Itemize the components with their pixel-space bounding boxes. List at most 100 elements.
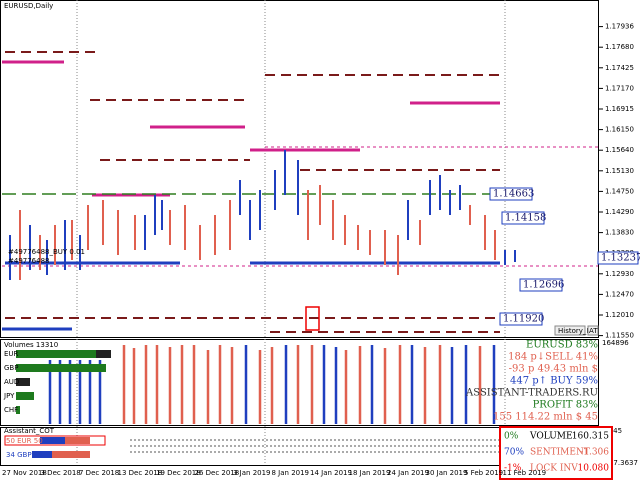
- price-label: 1.15130: [605, 167, 634, 175]
- price-box-label: 1.12696: [523, 280, 564, 291]
- price-box: [597, 251, 639, 265]
- axis-label: 164896: [602, 339, 629, 347]
- date-label: 7 Dec 2018: [79, 469, 119, 477]
- button-label[interactable]: History_L: [558, 327, 590, 335]
- date-label: 30 Jan 2019: [426, 469, 468, 477]
- info-panel: EURUSD 83%184 p↓SELL 41%-93 p 49.43 mln …: [465, 340, 598, 423]
- price-label: 1.16150: [605, 126, 634, 134]
- price-label: 1.12010: [605, 311, 634, 319]
- info-line: PROFIT 83%: [533, 400, 598, 411]
- cot-lines: [130, 439, 500, 453]
- date-label: 13 Dec 2018: [118, 469, 163, 477]
- currency: CHF: [4, 406, 18, 414]
- summary-cell: LOCK INV: [530, 464, 578, 474]
- currency: AUD: [4, 378, 19, 386]
- panel-title: Assistant_COT: [4, 427, 55, 435]
- separators: [76, 0, 506, 465]
- highlight: [305, 306, 320, 331]
- cot-bar: [52, 451, 90, 458]
- currency-list: EUR GBP AUD JPY CHF: [3, 350, 19, 414]
- summary-cell: -1%: [504, 464, 522, 474]
- summary-cell: VOLUME: [529, 432, 573, 442]
- button-label[interactable]: AT: [589, 327, 598, 335]
- cot-bar: [40, 437, 65, 444]
- date-label: 3 Dec 2018: [41, 469, 81, 477]
- panel-title: Volumes 13310: [4, 341, 58, 349]
- price-label: 1.11550: [605, 332, 634, 340]
- button[interactable]: [554, 325, 586, 336]
- summary-cell: SENTIMENT: [530, 448, 590, 458]
- date-label: 3 Jan 2019: [233, 469, 271, 477]
- date-label: 19 Dec 2018: [156, 469, 201, 477]
- date-label: 24 Jan 2019: [387, 469, 429, 477]
- date-label: 8 Jan 2019: [272, 469, 310, 477]
- price-box-label: 1.14663: [493, 189, 534, 200]
- button[interactable]: [587, 325, 599, 336]
- price-label: 1.12470: [605, 290, 634, 298]
- summary-cell: -1.306: [580, 448, 609, 458]
- price-box-label: 1.13237: [601, 253, 640, 264]
- price-box-label: 1.14158: [505, 213, 546, 224]
- price-label: 1.12930: [605, 270, 634, 278]
- strength-bar: [16, 392, 34, 400]
- cot-bar: [32, 451, 52, 458]
- strength-bar: [16, 364, 106, 372]
- price-label: 1.17680: [605, 43, 634, 51]
- info-line: 184 p↓SELL 41%: [508, 352, 598, 363]
- main-frame: [0, 0, 599, 338]
- info-line: ASSISTANT-TRADERS.RU: [465, 388, 598, 399]
- price-box-label: 1.11920: [503, 314, 544, 325]
- price-box: [519, 278, 563, 292]
- date-label: 26 Dec 2018: [195, 469, 240, 477]
- date-label: 27 Nov 2018: [2, 469, 47, 477]
- date-label: 5 Feb 2019: [464, 469, 503, 477]
- price-label: 1.17170: [605, 84, 634, 92]
- info-line: EURUSD 83%: [526, 340, 598, 351]
- price-label: 1.17425: [605, 64, 634, 72]
- currency: EUR: [4, 350, 19, 358]
- summary-cell: 10.080: [578, 464, 610, 474]
- bearish-candles: [19, 185, 496, 280]
- strength-bar: [16, 406, 20, 414]
- price-boxes: 1.14663 1.14158 1.13237 1.12696 1.11920: [489, 187, 640, 326]
- price-label: 1.16915: [605, 105, 634, 113]
- cot-row: 50 EUR 50: [6, 437, 43, 445]
- price-label: 1.15640: [605, 146, 634, 154]
- levels: [2, 60, 500, 331]
- chart-title: EURUSD,Daily: [4, 2, 53, 10]
- cot-row: 34 GBP 66: [6, 451, 43, 459]
- summary-cell: 0%: [504, 432, 519, 442]
- currency: JPY: [3, 392, 15, 400]
- volume-frame: [0, 339, 599, 426]
- info-line: 447 p↑ BUY 59%: [510, 376, 598, 387]
- price-label: 1.14750: [605, 187, 634, 195]
- summary: 0% VOLUME 160.315 70% SENTIMENT-1.306 -1% LOCK…: [504, 432, 609, 474]
- order-label: #49776488_BUY 0.01: [8, 248, 85, 256]
- volume-bars-blue: [48, 345, 496, 424]
- date-label: 14 Jan 2019: [310, 469, 352, 477]
- info-line: -93 p 49.43 mln $: [509, 364, 598, 375]
- axis-label: -107.3637: [602, 459, 638, 467]
- order-label: #49776488: [8, 257, 50, 265]
- info-line: 155 114.22 mln $ 45: [493, 412, 598, 423]
- currency: GBP: [4, 364, 18, 372]
- summary-cell: 160.315: [572, 432, 609, 442]
- volume-bars-red: [122, 345, 482, 424]
- price-box: [499, 312, 543, 326]
- dash-levels: [2, 146, 598, 267]
- price-label: 1.17936: [605, 23, 634, 31]
- date-label: 11 Feb 2019: [503, 469, 547, 477]
- brown-levels: [5, 51, 500, 333]
- price-box: [501, 211, 545, 225]
- price-box: [489, 187, 533, 201]
- date-label: 18 Jan 2019: [349, 469, 391, 477]
- strength-bar: [16, 350, 96, 358]
- bullish-candles: [9, 150, 516, 280]
- cot-bar: [65, 437, 90, 444]
- strength-bar: [16, 378, 30, 386]
- summary-box: [499, 426, 613, 480]
- summary-cell: 70%: [504, 448, 524, 458]
